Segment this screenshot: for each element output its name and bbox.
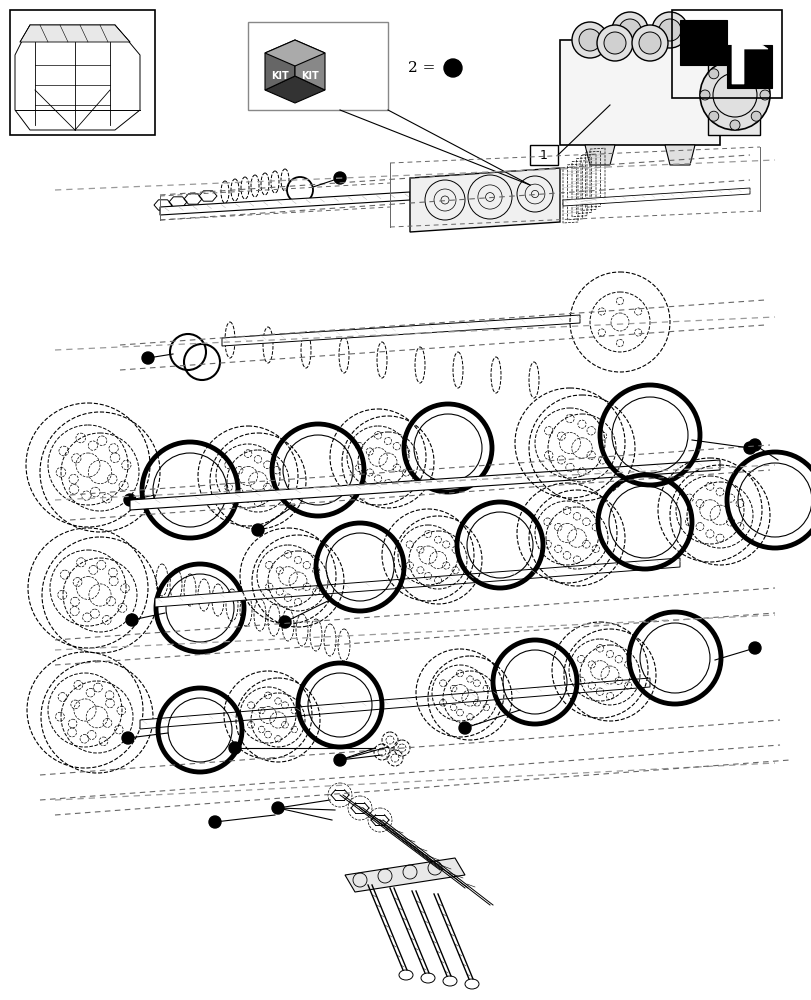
Bar xyxy=(10,10,155,135)
Text: KIT: KIT xyxy=(301,71,319,81)
Circle shape xyxy=(333,754,345,766)
Text: 2 =: 2 = xyxy=(407,61,440,75)
Circle shape xyxy=(126,614,138,626)
Polygon shape xyxy=(707,55,759,135)
Circle shape xyxy=(272,802,284,814)
Circle shape xyxy=(699,60,769,130)
Circle shape xyxy=(708,69,718,79)
Circle shape xyxy=(578,29,600,51)
Circle shape xyxy=(279,616,290,628)
Circle shape xyxy=(611,12,647,48)
Circle shape xyxy=(142,352,154,364)
Circle shape xyxy=(571,22,607,58)
Circle shape xyxy=(651,12,687,48)
Polygon shape xyxy=(221,315,579,346)
Polygon shape xyxy=(731,24,767,84)
Polygon shape xyxy=(139,678,649,729)
Circle shape xyxy=(638,32,660,54)
Polygon shape xyxy=(264,76,324,103)
Circle shape xyxy=(743,442,755,454)
Circle shape xyxy=(759,90,769,100)
Circle shape xyxy=(124,494,135,506)
Circle shape xyxy=(708,111,718,121)
Polygon shape xyxy=(562,188,749,206)
Circle shape xyxy=(229,742,241,754)
Circle shape xyxy=(603,32,625,54)
Circle shape xyxy=(750,69,760,79)
Circle shape xyxy=(748,439,760,451)
Circle shape xyxy=(596,25,633,61)
Polygon shape xyxy=(584,145,614,165)
Circle shape xyxy=(618,19,640,41)
Bar xyxy=(672,10,781,98)
Circle shape xyxy=(729,120,739,130)
Polygon shape xyxy=(20,25,130,42)
Bar xyxy=(530,145,557,165)
Polygon shape xyxy=(410,168,560,232)
Circle shape xyxy=(458,722,470,734)
Polygon shape xyxy=(294,40,324,90)
Bar xyxy=(247,22,388,110)
Circle shape xyxy=(659,19,680,41)
Polygon shape xyxy=(679,20,771,88)
Circle shape xyxy=(122,732,134,744)
Polygon shape xyxy=(130,460,719,510)
Text: 1: 1 xyxy=(539,149,547,162)
Circle shape xyxy=(699,90,709,100)
Circle shape xyxy=(748,642,760,654)
Polygon shape xyxy=(345,858,465,892)
Circle shape xyxy=(444,59,461,77)
Polygon shape xyxy=(264,40,324,66)
Circle shape xyxy=(729,60,739,70)
Circle shape xyxy=(631,25,667,61)
Polygon shape xyxy=(560,40,719,145)
Polygon shape xyxy=(160,192,410,215)
Circle shape xyxy=(333,172,345,184)
Circle shape xyxy=(208,816,221,828)
Circle shape xyxy=(750,111,760,121)
Polygon shape xyxy=(664,145,694,165)
Text: KIT: KIT xyxy=(271,71,289,81)
Circle shape xyxy=(251,524,264,536)
Polygon shape xyxy=(155,558,679,607)
Polygon shape xyxy=(264,40,294,90)
